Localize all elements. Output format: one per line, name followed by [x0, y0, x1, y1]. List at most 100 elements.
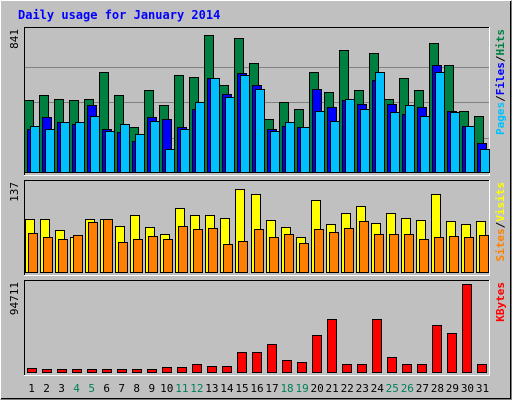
day-label-12: 12: [190, 382, 203, 395]
panel-visitors: 137 Sites/Visits: [8, 180, 507, 276]
day-label-29: 29: [446, 382, 459, 395]
day-label-31: 31: [476, 382, 489, 395]
bar-sites-day-12: [193, 229, 203, 273]
bar-pages-day-4: [75, 122, 85, 173]
bar-pages-day-8: [135, 134, 145, 173]
panel-visitors-legend: Sites/Visits: [494, 182, 507, 262]
legend-hits: Hits: [494, 29, 507, 56]
bar-pages-day-29: [450, 112, 460, 173]
bar-pages-day-28: [435, 72, 445, 173]
bar-kbytes-day-24: [372, 319, 382, 373]
bar-kbytes-day-17: [267, 344, 277, 373]
bar-kbytes-day-6: [102, 369, 112, 373]
bar-kbytes-day-13: [207, 366, 217, 373]
day-label-10: 10: [160, 382, 173, 395]
bar-kbytes-day-4: [72, 369, 82, 373]
bar-kbytes-day-2: [42, 369, 52, 373]
legend-separator: /: [494, 55, 507, 62]
bar-kbytes-day-19: [297, 362, 307, 373]
legend-separator: /: [494, 95, 507, 102]
bar-pages-day-1: [30, 126, 40, 173]
panel-kbytes-legend: KBytes: [494, 282, 507, 322]
bar-pages-day-17: [270, 131, 280, 173]
panel-requests-legend: Pages/Files/Hits: [494, 29, 507, 135]
day-label-9: 9: [148, 382, 155, 395]
bar-sites-day-9: [148, 236, 158, 273]
bar-kbytes-day-10: [162, 367, 172, 373]
bar-pages-day-18: [285, 122, 295, 173]
bar-pages-day-30: [465, 126, 475, 173]
bar-sites-day-22: [344, 228, 354, 273]
chart-title: Daily usage for January 2014: [18, 8, 220, 22]
day-label-7: 7: [118, 382, 125, 395]
bar-pages-day-27: [420, 116, 430, 173]
day-label-8: 8: [133, 382, 140, 395]
day-label-14: 14: [220, 382, 234, 395]
bar-pages-day-16: [255, 89, 265, 173]
day-label-25: 25: [386, 382, 399, 395]
bar-pages-day-3: [60, 122, 70, 173]
legend-files: Files: [494, 62, 507, 95]
bar-sites-day-31: [479, 235, 489, 273]
day-label-11: 11: [175, 382, 188, 395]
panel-requests-max-label: 841: [8, 29, 21, 49]
bar-sites-day-11: [178, 226, 188, 273]
bar-pages-day-9: [150, 121, 160, 173]
bar-kbytes-day-21: [327, 319, 337, 373]
bar-sites-day-13: [208, 228, 218, 273]
bar-kbytes-day-3: [57, 369, 67, 373]
legend-sites: Sites: [494, 228, 507, 261]
bar-sites-day-30: [464, 237, 474, 273]
day-label-16: 16: [250, 382, 263, 395]
day-label-21: 21: [326, 382, 339, 395]
bar-pages-day-14: [225, 97, 235, 173]
bar-sites-day-14: [223, 244, 233, 273]
day-label-1: 1: [28, 382, 35, 395]
day-label-23: 23: [356, 382, 369, 395]
day-label-22: 22: [341, 382, 354, 395]
legend-kbytes: KBytes: [494, 282, 507, 322]
bar-pages-day-21: [330, 121, 340, 173]
day-label-6: 6: [103, 382, 110, 395]
bar-kbytes-day-31: [477, 364, 487, 373]
panel-requests: 841 Pages/Files/Hits: [8, 27, 507, 176]
bar-pages-day-12: [195, 102, 205, 173]
bar-kbytes-day-12: [192, 364, 202, 373]
panel-kbytes: 94711 KBytes: [8, 280, 507, 376]
bar-pages-day-10: [165, 149, 175, 173]
bar-kbytes-day-9: [147, 369, 157, 373]
bar-sites-day-28: [434, 237, 444, 273]
bar-kbytes-day-8: [132, 369, 142, 373]
bar-sites-day-3: [58, 239, 68, 273]
legend-separator: /: [494, 221, 507, 228]
bar-kbytes-day-15: [237, 352, 247, 373]
bar-sites-day-27: [419, 239, 429, 273]
bar-sites-day-5: [88, 222, 98, 273]
day-labels: 1 2 3 4 5 6 7 8 9 10 11 12 13 14 15 16 17 18 19 20 21 22 23 24 2…: [28, 382, 489, 395]
panel-kbytes-max-label: 94711: [8, 282, 21, 315]
bar-sites-day-18: [284, 234, 294, 273]
bar-sites-day-7: [118, 242, 128, 273]
day-label-2: 2: [43, 382, 50, 395]
day-label-3: 3: [58, 382, 65, 395]
bar-pages-day-11: [180, 129, 190, 173]
day-label-30: 30: [461, 382, 474, 395]
bar-kbytes-day-16: [252, 352, 262, 373]
bar-kbytes-day-25: [387, 357, 397, 373]
bar-sites-day-23: [359, 221, 369, 273]
bar-kbytes-day-23: [357, 364, 367, 373]
bar-sites-day-2: [43, 237, 53, 273]
bar-pages-day-26: [405, 105, 415, 173]
day-label-15: 15: [235, 382, 248, 395]
bar-kbytes-day-22: [342, 364, 352, 373]
bar-sites-day-29: [449, 236, 459, 273]
bar-sites-day-10: [163, 239, 173, 273]
day-label-17: 17: [265, 382, 278, 395]
bar-sites-day-15: [238, 241, 248, 273]
legend-visits: Visits: [494, 182, 507, 222]
bar-sites-day-20: [314, 229, 324, 273]
bar-pages-day-24: [375, 72, 385, 173]
bar-sites-day-24: [374, 234, 384, 273]
